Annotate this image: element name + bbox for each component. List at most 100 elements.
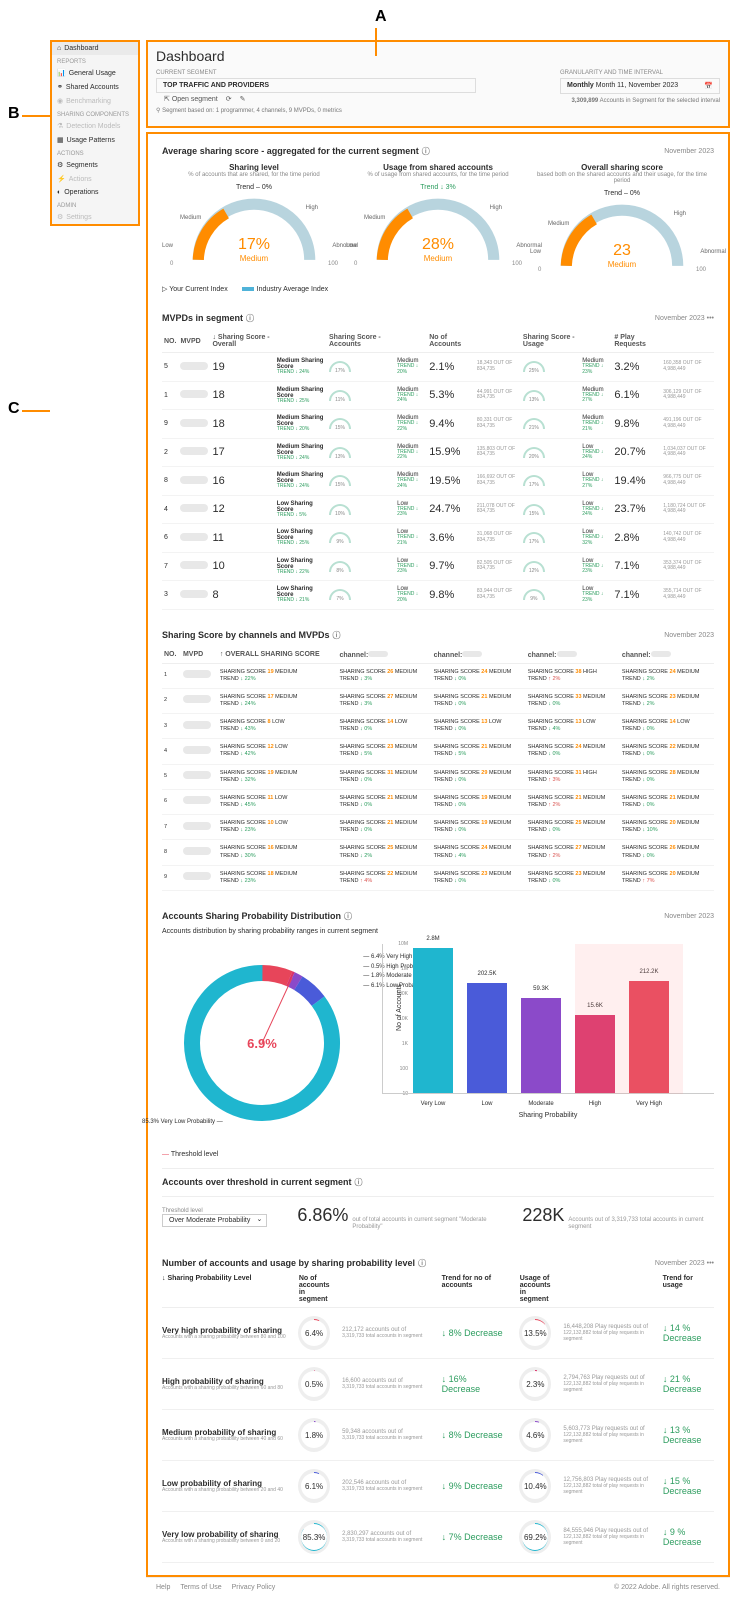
table-header[interactable]: NO.	[162, 330, 178, 353]
header-frame: Dashboard CURRENT SEGMENT TOP TRAFFIC AN…	[146, 40, 730, 128]
usage-row: High probability of sharingAccounts with…	[162, 1359, 714, 1410]
table-header[interactable]	[475, 330, 521, 353]
table-row: 4SHARING SCORE 12 LOWTREND ↓ 42%SHARING …	[162, 739, 714, 764]
annotation-a: A	[375, 8, 387, 26]
footer-link[interactable]: Help	[156, 1584, 170, 1591]
sidebar-category: ACTIONS	[52, 147, 138, 158]
table-header[interactable]: Sharing Score - Accounts	[327, 330, 395, 353]
sidebar-item-label: Detection Models	[66, 123, 120, 130]
sidebar-item[interactable]: ◉Benchmarking	[52, 94, 138, 108]
table-header[interactable]: channel:	[526, 647, 620, 664]
bar-chart: 10M1M100K10K1K10010 2.8MVery Low202.5KLo…	[382, 944, 714, 1144]
table-header[interactable]: # Play Requests	[612, 330, 661, 353]
mvpds-title: MVPDs in segment	[162, 313, 254, 324]
footer-link[interactable]: Terms of Use	[180, 1584, 221, 1591]
copyright: © 2022 Adobe. All rights reserved.	[614, 1584, 720, 1591]
sidebar-item[interactable]: ⚙Settings	[52, 210, 138, 224]
annotation-line-b	[22, 115, 50, 117]
sidebar-item[interactable]: ⚙Segments	[52, 158, 138, 172]
sidebar-icon: 📊	[57, 69, 66, 77]
channels-table: NO.MVPD↑ OVERALL SHARING SCOREchannel:ch…	[162, 647, 714, 892]
y-axis-label: No of Accounts	[396, 984, 403, 1031]
gauge-subtitle: % of usage from shared accounts, for the…	[346, 172, 530, 178]
edit-icon[interactable]: ✎	[240, 95, 246, 103]
gauge-subtitle: based both on the shared accounts and th…	[530, 172, 714, 184]
usage-row: Very low probability of sharingAccounts …	[162, 1512, 714, 1563]
table-header[interactable]: ↓ Sharing Score - Overall	[210, 330, 274, 353]
segment-select[interactable]: TOP TRAFFIC AND PROVIDERS	[156, 78, 476, 93]
gauge-trend: Trend – 0%	[162, 184, 346, 191]
bar: 202.5KLow	[467, 983, 507, 1093]
table-row: 6SHARING SCORE 11 LOWTREND ↓ 45%SHARING …	[162, 789, 714, 814]
table-row: 38Low Sharing ScoreTREND ↓ 21%LowTREND ↓…	[162, 581, 714, 610]
table-header[interactable]: ↑ OVERALL SHARING SCORE	[218, 647, 338, 664]
channels-card: Sharing Score by channels and MVPDs Nove…	[152, 622, 724, 900]
table-header[interactable]	[562, 1275, 650, 1303]
sidebar-category: SHARING COMPONENTS	[52, 108, 138, 119]
table-header[interactable]: No of Accounts	[427, 330, 475, 353]
sidebar-item[interactable]: ⌂Dashboard	[52, 42, 138, 55]
mvpd-pill	[180, 419, 208, 427]
sidebar-item-label: Benchmarking	[66, 98, 111, 105]
page-title: Dashboard	[156, 48, 720, 64]
gauge-value: 28%	[422, 236, 454, 254]
gauge-title: Overall sharing score	[530, 163, 714, 172]
table-header[interactable]: Trend for no of accounts	[442, 1275, 508, 1303]
table-row: 3SHARING SCORE 8 LOWTREND ↓ 43%SHARING S…	[162, 714, 714, 739]
table-header[interactable]: ↓ Sharing Probability Level	[162, 1275, 287, 1303]
table-header[interactable]: MVPD	[178, 330, 210, 353]
open-segment-link[interactable]: ⇱ Open segment	[164, 95, 218, 103]
sidebar-item[interactable]: ⚗Detection Models	[52, 119, 138, 133]
table-header[interactable]: MVPD	[181, 647, 218, 664]
table-row: 412Low Sharing ScoreTREND ↓ 5%LowTREND ↓…	[162, 495, 714, 524]
sidebar-icon: ⚙	[57, 161, 63, 169]
annotation-c: C	[8, 400, 20, 418]
annotation-b: B	[8, 105, 20, 123]
gauge-title: Usage from shared accounts	[346, 163, 530, 172]
table-header[interactable]	[661, 330, 714, 353]
table-header[interactable]: channel:	[620, 647, 714, 664]
sidebar-item[interactable]: ▦Usage Patterns	[52, 133, 138, 147]
sidebar: ⌂DashboardREPORTS📊General Usage⚭Shared A…	[50, 40, 140, 226]
footer-link[interactable]: Privacy Policy	[232, 1584, 276, 1591]
gauge-column: Sharing level% of accounts that are shar…	[162, 163, 346, 273]
usage-ring: 69.2%	[519, 1520, 551, 1554]
sidebar-item-label: Actions	[69, 176, 92, 183]
accounts-ring: 6.1%	[298, 1469, 330, 1503]
table-header[interactable]: Sharing Score - Usage	[521, 330, 580, 353]
sidebar-icon: ⌂	[57, 45, 61, 52]
refresh-icon[interactable]: ⟳	[226, 95, 232, 103]
sidebar-item[interactable]: ⚡Actions	[52, 172, 138, 186]
table-header[interactable]	[395, 330, 427, 353]
sidebar-item[interactable]: 📊General Usage	[52, 66, 138, 80]
table-row: 118Medium Sharing ScoreTREND ↓ 25%Medium…	[162, 381, 714, 410]
dist-date: November 2023	[664, 913, 714, 920]
legend-swatch	[242, 287, 254, 291]
threshold-dropdown[interactable]: Over Moderate Probability	[162, 1214, 267, 1227]
gauge-column: Overall sharing scorebased both on the s…	[530, 163, 714, 273]
sidebar-item-label: Shared Accounts	[66, 84, 119, 91]
sidebar-icon: ⚙	[57, 213, 63, 221]
table-header[interactable]	[580, 330, 612, 353]
table-header[interactable]	[342, 1275, 430, 1303]
table-header[interactable]: No of accounts in segment	[299, 1275, 330, 1303]
sidebar-item[interactable]: ⚭Shared Accounts	[52, 80, 138, 94]
usage-row: Medium probability of sharingAccounts wi…	[162, 1410, 714, 1461]
granularity-select[interactable]: Monthly Month 11, November 2023📅	[560, 78, 720, 94]
sidebar-item[interactable]: ◐Operations	[52, 186, 138, 199]
table-header[interactable]: NO.	[162, 647, 181, 664]
table-header[interactable]: channel:	[338, 647, 432, 664]
table-header[interactable]: channel:	[432, 647, 526, 664]
table-header[interactable]: Trend for usage	[663, 1275, 714, 1303]
threshold-count: 228K	[522, 1205, 564, 1226]
sidebar-item-label: Dashboard	[64, 45, 98, 52]
dist-title: Accounts Sharing Probability Distributio…	[162, 911, 352, 922]
bar: 59.3KModerate	[521, 998, 561, 1093]
table-header[interactable]: Usage of accounts in segment	[520, 1275, 551, 1303]
footer: Help Terms of Use Privacy Policy © 2022 Ad…	[146, 1577, 730, 1597]
sidebar-category: REPORTS	[52, 55, 138, 66]
table-header[interactable]	[275, 330, 327, 353]
table-row: 9SHARING SCORE 18 MEDIUMTREND ↓ 23%SHARI…	[162, 865, 714, 890]
mvpd-pill	[180, 476, 208, 484]
mvpd-pill	[180, 390, 208, 398]
